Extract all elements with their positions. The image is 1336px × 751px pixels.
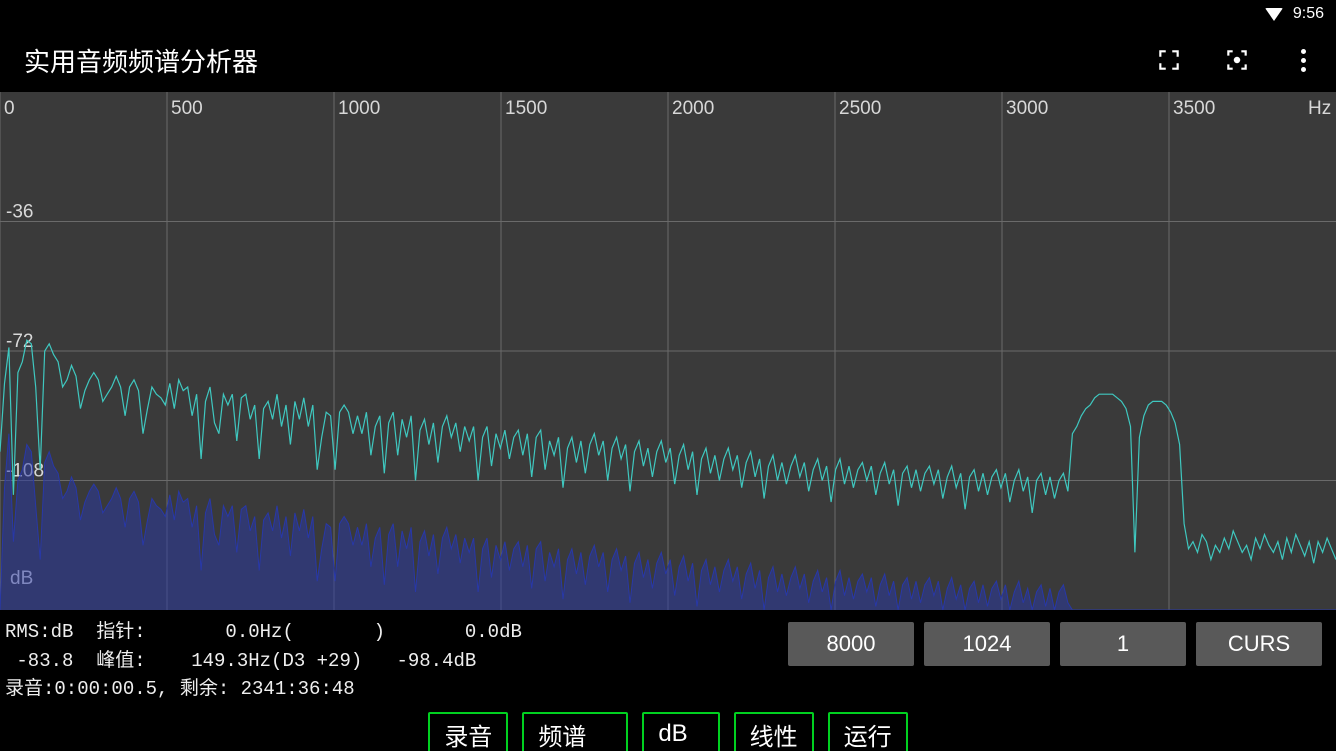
fullscreen-icon[interactable]	[1155, 46, 1183, 74]
record-button[interactable]: 录音	[428, 712, 508, 751]
svg-text:3500: 3500	[1173, 98, 1215, 119]
bottom-controls: 录音 频谱 dB 线性 运行	[0, 704, 1336, 751]
svg-text:3000: 3000	[1006, 98, 1048, 119]
app-title: 实用音频频谱分析器	[24, 42, 1155, 79]
svg-text:2000: 2000	[672, 98, 714, 119]
averaging-button[interactable]: 1	[1060, 622, 1186, 666]
fft-size-button[interactable]: 1024	[924, 622, 1050, 666]
svg-text:0: 0	[4, 98, 15, 119]
svg-text:Hz: Hz	[1308, 98, 1331, 119]
spectrum-button[interactable]: 频谱	[522, 712, 628, 751]
center-focus-icon[interactable]	[1223, 46, 1251, 74]
info-readout: RMS:dB 指针: 0.0Hz( ) 0.0dB -83.8 峰值: 149.…	[5, 618, 522, 704]
linear-button[interactable]: 线性	[734, 712, 814, 751]
spectrum-chart[interactable]: 0500100015002000250030003500Hz-36-72-108…	[0, 92, 1336, 610]
svg-text:-36: -36	[6, 202, 33, 223]
cursor-mode-button[interactable]: CURS	[1196, 622, 1322, 666]
run-button[interactable]: 运行	[828, 712, 908, 751]
overflow-menu-icon[interactable]	[1291, 45, 1316, 76]
wifi-icon	[1265, 8, 1283, 21]
app-bar: 实用音频频谱分析器	[0, 28, 1336, 92]
svg-text:1000: 1000	[338, 98, 380, 119]
db-button[interactable]: dB	[642, 712, 719, 751]
svg-text:1500: 1500	[505, 98, 547, 119]
info-panel: RMS:dB 指针: 0.0Hz( ) 0.0dB -83.8 峰值: 149.…	[0, 610, 1336, 704]
svg-text:2500: 2500	[839, 98, 881, 119]
status-clock: 9:56	[1293, 5, 1324, 23]
svg-text:500: 500	[171, 98, 203, 119]
status-bar: 9:56	[0, 0, 1336, 28]
sample-rate-button[interactable]: 8000	[788, 622, 914, 666]
